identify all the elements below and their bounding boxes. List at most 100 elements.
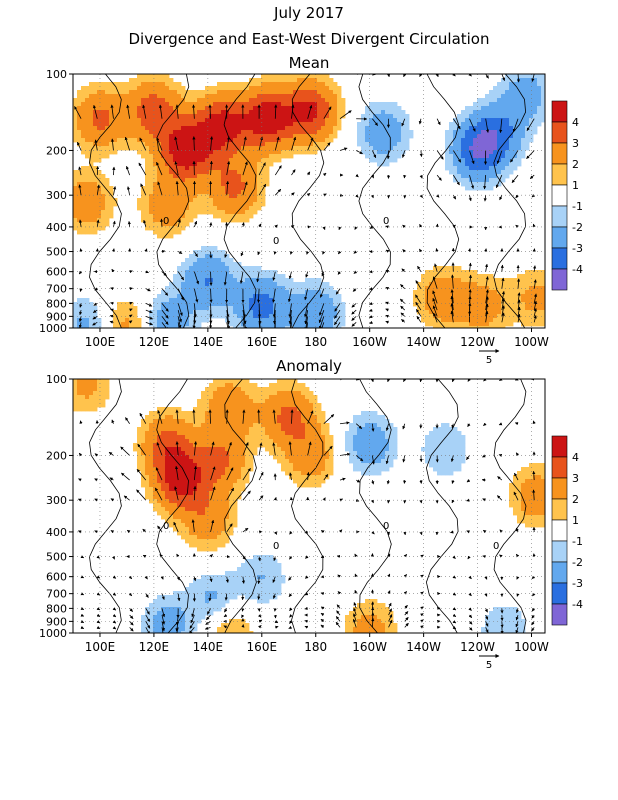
shade-cell — [469, 126, 474, 131]
shade-cell — [473, 270, 478, 275]
shade-cell — [289, 106, 294, 111]
shade-cell — [189, 266, 194, 271]
shade-cell — [137, 138, 142, 143]
shade-cell — [245, 266, 250, 271]
shade-cell — [201, 270, 206, 275]
shade-cell — [189, 198, 194, 203]
shade-cell — [533, 102, 538, 107]
shade-cell — [341, 98, 346, 103]
shade-cell — [213, 190, 218, 195]
shade-cell — [445, 130, 450, 135]
shade-cell — [181, 90, 186, 95]
shade-cell — [257, 399, 262, 404]
shade-cell — [513, 282, 518, 287]
shade-cell — [89, 202, 94, 207]
shade-cell — [465, 110, 470, 115]
shade-cell — [509, 86, 514, 91]
shade-cell — [405, 146, 410, 151]
shade-cell — [189, 282, 194, 287]
shade-cell — [137, 78, 142, 83]
shade-cell — [185, 322, 190, 327]
shade-cell — [313, 302, 318, 307]
shade-cell — [245, 395, 250, 400]
shade-cell — [477, 166, 482, 171]
vector-arrow — [401, 118, 406, 127]
shade-cell — [97, 90, 102, 95]
shade-cell — [245, 130, 250, 135]
shade-cell — [225, 126, 230, 131]
shade-cell — [289, 411, 294, 416]
shade-cell — [265, 314, 270, 319]
shade-cell — [529, 270, 534, 275]
shade-cell — [457, 178, 462, 183]
shade-cell — [261, 146, 266, 151]
shade-cell — [81, 106, 86, 111]
shade-cell — [201, 411, 206, 416]
vector-arrow — [450, 274, 455, 289]
shade-cell — [249, 198, 254, 203]
shade-cell — [497, 278, 502, 283]
shade-cell — [137, 114, 142, 119]
shade-cell — [497, 154, 502, 159]
shade-cell — [173, 182, 178, 187]
shade-cell — [117, 314, 122, 319]
shade-cell — [117, 134, 122, 139]
shade-cell — [425, 278, 430, 283]
shade-cell — [169, 294, 174, 299]
shade-cell — [369, 419, 374, 424]
shade-cell — [473, 150, 478, 155]
vector-arrow — [319, 288, 325, 298]
shade-cell — [485, 102, 490, 107]
shade-cell — [361, 427, 366, 432]
shade-cell — [353, 415, 358, 420]
shade-cell — [337, 110, 342, 115]
shade-cell — [465, 162, 470, 167]
shade-cell — [153, 98, 158, 103]
shade-cell — [273, 90, 278, 95]
shade-cell — [501, 138, 506, 143]
shade-cell — [541, 322, 545, 327]
shade-cell — [445, 274, 450, 279]
vector-arrow — [340, 74, 341, 75]
shade-cell — [177, 182, 182, 187]
shade-cell — [213, 138, 218, 143]
shade-cell — [285, 98, 290, 103]
shade-cell — [81, 326, 86, 328]
shade-cell — [497, 326, 502, 328]
shade-cell — [93, 154, 98, 159]
shade-cell — [161, 222, 166, 227]
shade-cell — [281, 122, 286, 127]
shade-cell — [113, 146, 118, 151]
shade-cell — [333, 326, 338, 328]
shade-cell — [113, 82, 118, 87]
shade-cell — [225, 298, 230, 303]
shade-cell — [253, 270, 258, 275]
vector-arrow — [272, 288, 276, 303]
shade-cell — [537, 82, 542, 87]
shade-cell — [121, 130, 126, 135]
shade-cell — [177, 294, 182, 299]
shade-cell — [501, 114, 506, 119]
shade-cell — [189, 130, 194, 135]
shade-cell — [201, 294, 206, 299]
shade-cell — [253, 110, 258, 115]
shade-cell — [169, 194, 174, 199]
vector-arrow — [78, 316, 83, 323]
vector-arrow — [80, 74, 82, 75]
shade-cell — [197, 154, 202, 159]
shade-cell — [161, 290, 166, 295]
shade-cell — [321, 431, 326, 436]
shade-cell — [461, 126, 466, 131]
shade-cell — [497, 114, 502, 119]
shade-cell — [189, 114, 194, 119]
shade-cell — [509, 94, 514, 99]
shade-cell — [249, 210, 254, 215]
shade-cell — [157, 146, 162, 151]
shade-cell — [285, 86, 290, 91]
shade-cell — [97, 106, 102, 111]
shade-cell — [317, 106, 322, 111]
vector-arrow — [510, 150, 519, 163]
shade-cell — [181, 154, 186, 159]
shade-cell — [285, 415, 290, 420]
shade-cell — [313, 431, 318, 436]
